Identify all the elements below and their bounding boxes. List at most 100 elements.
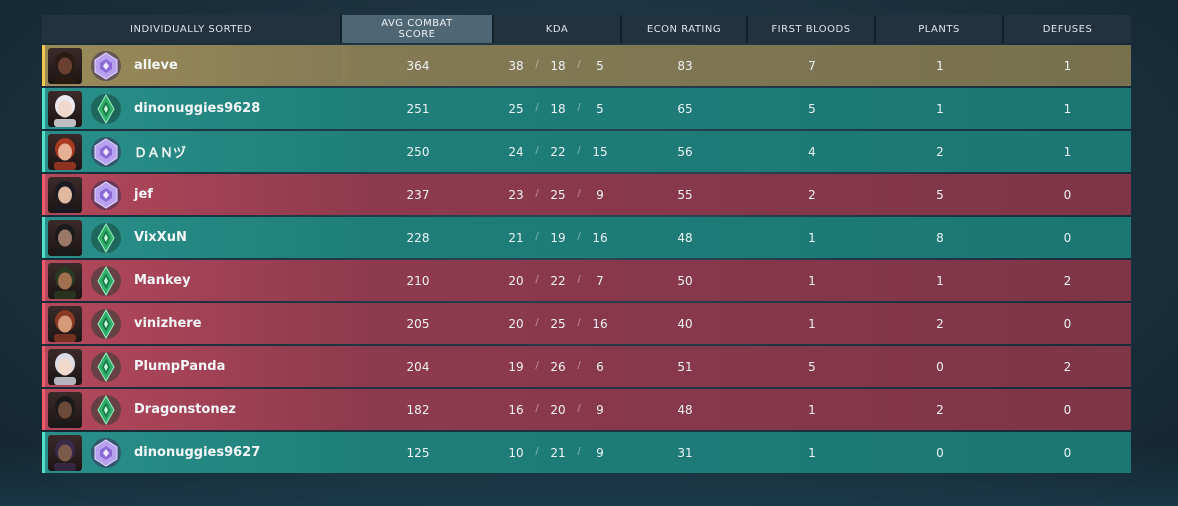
defuses-value: 2 <box>1063 273 1072 288</box>
kills-value: 20 <box>508 273 524 288</box>
kda-separator: / <box>535 144 539 156</box>
player-name-cell: dinonuggies9627 <box>42 432 342 473</box>
plants-value: 2 <box>936 402 944 417</box>
team-color-edge <box>42 88 45 129</box>
defuses-value: 0 <box>1063 230 1072 245</box>
header-econ-rating[interactable]: ECON RATING <box>622 15 748 43</box>
deaths-value: 25 <box>550 187 566 202</box>
player-row[interactable]: PlumpPanda 204 19 / 26 / 6 51 5 0 2 <box>42 346 1131 387</box>
defuses-value: 1 <box>1063 58 1072 73</box>
defuses-value: 1 <box>1063 101 1072 116</box>
assists-value: 9 <box>596 445 604 460</box>
player-row[interactable]: jef 237 23/25/9 55 2 5 0 <box>42 174 1131 215</box>
kda-separator: / <box>577 144 581 156</box>
player-name[interactable]: alleve <box>134 58 178 73</box>
kda-separator: / <box>577 58 581 70</box>
econ-value: 55 <box>677 187 693 202</box>
plants-value: 2 <box>936 316 944 331</box>
header-plants[interactable]: PLANTS <box>876 15 1004 43</box>
acs-value: 182 <box>406 402 430 417</box>
plants-value: 1 <box>936 101 944 116</box>
assists-value: 5 <box>596 101 604 116</box>
acs-header-line2: SCORE <box>398 29 436 40</box>
player-name[interactable]: Dragonstonez <box>134 402 236 417</box>
team-color-edge <box>42 45 45 86</box>
econ-value: 65 <box>677 101 693 116</box>
player-name-cell: Dragonstonez <box>42 389 342 430</box>
kda-separator: / <box>577 273 581 285</box>
team-color-edge <box>42 432 45 473</box>
deaths-value: 18 <box>550 101 566 116</box>
player-name-cell: ＤＡＮヅ <box>42 131 342 172</box>
kda-separator: / <box>577 316 581 328</box>
plants-value: 2 <box>936 144 944 159</box>
acs-header-line1: AVG COMBAT <box>381 18 453 29</box>
header-defuses[interactable]: DEFUSES <box>1004 15 1131 43</box>
econ-value: 50 <box>677 273 693 288</box>
assists-value: 15 <box>592 144 608 159</box>
kda-cell: 24 / 22 / 15 <box>494 131 622 172</box>
agent-portrait <box>48 176 82 213</box>
acs-value: 125 <box>406 445 430 460</box>
player-row[interactable]: Mankey 210 20 / 22 / 7 50 1 1 2 <box>42 260 1131 301</box>
emerald-rank-icon <box>90 394 122 426</box>
player-name[interactable]: jef <box>134 187 153 202</box>
deaths-value: 21 <box>550 445 566 460</box>
kills-value: 21 <box>508 230 524 245</box>
agent-portrait <box>48 305 82 342</box>
kda-separator: / <box>535 402 539 414</box>
plants-value: 5 <box>936 187 944 202</box>
econ-value: 31 <box>677 445 693 460</box>
agent-portrait <box>48 90 82 127</box>
first-bloods-value: 1 <box>808 402 816 417</box>
kda-separator: / <box>535 230 539 242</box>
player-name[interactable]: dinonuggies9628 <box>134 101 261 116</box>
header-sort-mode[interactable]: INDIVIDUALLY SORTED <box>42 15 342 43</box>
defuses-value: 2 <box>1063 359 1072 374</box>
player-name[interactable]: dinonuggies9627 <box>134 445 261 460</box>
kda-separator: / <box>535 445 539 457</box>
player-name-cell: alleve <box>42 45 342 86</box>
kda-separator: / <box>577 101 581 113</box>
kda-separator: / <box>577 230 581 242</box>
player-row[interactable]: dinonuggies9628 251 25 / 18 / 5 65 5 1 1 <box>42 88 1131 129</box>
agent-portrait <box>48 434 82 471</box>
header-kda[interactable]: KDA <box>494 15 622 43</box>
self-row-arrow <box>342 45 352 85</box>
player-row[interactable]: dinonuggies9627 125 10/21/9 31 1 0 0 <box>42 432 1131 473</box>
player-row[interactable]: alleve 364 38 / 18 / 5 83 7 1 1 <box>42 45 1131 86</box>
agent-portrait <box>48 133 82 170</box>
player-name[interactable]: Mankey <box>134 273 191 288</box>
kills-value: 10 <box>508 445 524 460</box>
plants-value: 8 <box>936 230 944 245</box>
acs-value: 205 <box>406 316 430 331</box>
kills-value: 25 <box>508 101 524 116</box>
kda-cell: 20 / 25 / 16 <box>494 303 622 344</box>
player-name-cell: dinonuggies9628 <box>42 88 342 129</box>
player-row[interactable]: vinizhere 205 20/25/16 40 1 2 0 <box>42 303 1131 344</box>
scoreboard-header: INDIVIDUALLY SORTED AVG COMBAT SCORE KDA … <box>42 15 1131 43</box>
agent-portrait <box>48 348 82 385</box>
first-bloods-value: 1 <box>808 230 816 245</box>
first-bloods-value: 1 <box>808 316 816 331</box>
econ-value: 48 <box>677 402 693 417</box>
kda-cell: 38 / 18 / 5 <box>494 45 622 86</box>
player-name[interactable]: vinizhere <box>134 316 202 331</box>
defuses-value: 1 <box>1063 144 1072 159</box>
defuses-value: 0 <box>1063 187 1072 202</box>
player-name[interactable]: VixXuN <box>134 230 187 245</box>
player-name-cell: jef <box>42 174 342 215</box>
header-first-bloods[interactable]: FIRST BLOODS <box>748 15 876 43</box>
player-row[interactable]: ＤＡＮヅ 250 24 / 22 / 15 56 4 2 1 <box>42 131 1131 172</box>
deaths-value: 20 <box>550 402 566 417</box>
plants-value: 0 <box>936 359 944 374</box>
player-name[interactable]: PlumpPanda <box>134 359 226 374</box>
header-avg-combat-score[interactable]: AVG COMBAT SCORE <box>342 15 494 43</box>
kda-cell: 25 / 18 / 5 <box>494 88 622 129</box>
kda-separator: / <box>577 445 581 457</box>
player-name[interactable]: ＤＡＮヅ <box>134 146 187 161</box>
acs-value: 250 <box>406 144 430 159</box>
player-row[interactable]: Dragonstonez 182 16/20/9 48 1 2 0 <box>42 389 1131 430</box>
player-row[interactable]: VixXuN 228 21 / 19 / 16 48 1 8 0 <box>42 217 1131 258</box>
team-color-edge <box>42 217 45 258</box>
